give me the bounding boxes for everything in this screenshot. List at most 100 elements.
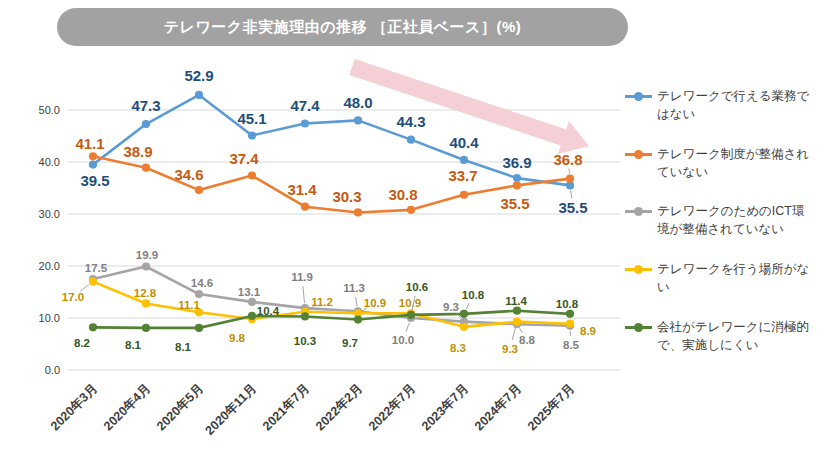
data-label: 12.8: [134, 287, 157, 299]
data-point: [301, 119, 309, 127]
data-label: 41.1: [75, 135, 104, 152]
legend-line-marker-icon: [625, 260, 652, 278]
data-point: [566, 175, 574, 183]
data-label: 36.8: [553, 151, 582, 168]
y-axis-label: 50.0: [39, 104, 60, 116]
data-point: [195, 91, 203, 99]
x-axis-label: 2020年5月: [154, 381, 206, 433]
data-label: 8.3: [450, 342, 466, 354]
data-point: [89, 152, 97, 160]
data-point: [142, 120, 150, 128]
data-point: [142, 164, 150, 172]
data-point: [354, 315, 362, 323]
data-label: 10.8: [462, 289, 485, 301]
data-label: 30.8: [388, 186, 417, 203]
data-point: [248, 131, 256, 139]
data-label: 35.5: [500, 195, 529, 212]
x-axis-label: 2022年7月: [366, 381, 418, 433]
data-label: 19.9: [136, 249, 158, 261]
data-label: 30.3: [332, 188, 361, 205]
data-label: 44.3: [396, 113, 425, 130]
legend-item: テレワークで行える業務ではない: [625, 87, 815, 123]
data-point: [89, 161, 97, 169]
data-point: [460, 156, 468, 164]
data-point: [407, 206, 415, 214]
data-label: 11.3: [343, 282, 365, 294]
x-axis-label: 2020年3月: [48, 381, 100, 433]
x-axis-label: 2021年7月: [260, 381, 312, 433]
data-label: 11.9: [291, 271, 313, 283]
data-label: 40.4: [449, 134, 479, 151]
legend-label: 会社がテレワークに消極的で、実施しにくい: [657, 318, 815, 354]
y-axis-label: 20.0: [39, 260, 60, 272]
data-point: [566, 320, 574, 328]
data-point: [407, 311, 415, 319]
y-axis-label: 10.0: [39, 312, 60, 324]
data-label: 14.6: [191, 277, 213, 289]
data-label: 8.8: [519, 334, 536, 346]
data-label: 8.2: [74, 337, 90, 349]
data-label: 8.9: [580, 325, 596, 337]
data-label: 17.0: [62, 291, 84, 303]
x-axis-label: 2020年11月: [203, 381, 260, 438]
x-axis-label: 2020年4月: [101, 381, 153, 433]
data-label: 10.3: [294, 335, 316, 347]
data-point: [248, 312, 256, 320]
data-label: 10.9: [364, 297, 386, 309]
data-point: [142, 324, 150, 332]
data-point: [195, 324, 203, 332]
data-point: [460, 323, 468, 331]
data-label: 35.5: [558, 199, 587, 216]
legend-item: テレワークのためのICT環境が整備されていない: [625, 202, 815, 238]
legend-line-marker-icon: [625, 145, 652, 163]
legend-label: テレワークで行える業務ではない: [657, 87, 815, 123]
legend-line-marker-icon: [625, 87, 652, 105]
x-axis-labels: 2020年3月2020年4月2020年5月2020年11月2021年7月 2022…: [48, 381, 577, 438]
data-label: 34.6: [174, 166, 203, 183]
data-label: 8.1: [175, 341, 192, 353]
legend-line-marker-icon: [625, 318, 652, 336]
data-label: 10.6: [406, 281, 428, 293]
legend-item: 会社がテレワークに消極的で、実施しにくい: [625, 318, 815, 354]
data-label: 11.1: [178, 299, 200, 311]
data-label: 9.3: [443, 301, 459, 313]
data-point: [195, 186, 203, 194]
y-axis-label: 40.0: [39, 156, 60, 168]
data-label: 48.0: [343, 94, 372, 111]
data-point: [354, 116, 362, 124]
data-point: [513, 307, 521, 315]
data-point: [407, 136, 415, 144]
data-label: 9.8: [229, 332, 246, 344]
legend-label: テレワーク制度が整備されていない: [657, 145, 815, 181]
data-label: 9.7: [342, 337, 358, 349]
x-axis-label: 2024年7月: [472, 381, 524, 433]
data-point: [89, 323, 97, 331]
data-point: [513, 318, 521, 326]
legend-item: テレワーク制度が整備されていない: [625, 145, 815, 181]
data-point: [354, 208, 362, 216]
data-point: [142, 299, 150, 307]
data-point: [89, 278, 97, 286]
data-point: [513, 181, 521, 189]
y-axis-label: 30.0: [39, 208, 60, 220]
data-label: 8.5: [563, 339, 580, 351]
data-label: 10.9: [399, 297, 421, 309]
data-label: 10.8: [556, 298, 579, 310]
legend-label: テレワークを行う場所がない: [657, 260, 815, 296]
x-axis-label: 2023年7月: [419, 381, 471, 433]
y-axis-label: 0.0: [45, 364, 60, 376]
data-point: [142, 262, 150, 270]
data-point: [460, 191, 468, 199]
data-label: 10.0: [392, 334, 414, 346]
data-label: 52.9: [184, 67, 213, 84]
data-point: [513, 174, 521, 182]
legend-item: テレワークを行う場所がない: [625, 260, 815, 296]
x-axis-label: 2025年7月: [525, 381, 577, 433]
data-point: [248, 171, 256, 179]
data-label: 31.4: [287, 181, 317, 198]
data-label: 9.3: [502, 343, 518, 355]
data-label: 47.4: [290, 97, 320, 114]
data-point: [195, 290, 203, 298]
data-label: 36.9: [502, 154, 531, 171]
data-label: 39.5: [80, 172, 109, 189]
